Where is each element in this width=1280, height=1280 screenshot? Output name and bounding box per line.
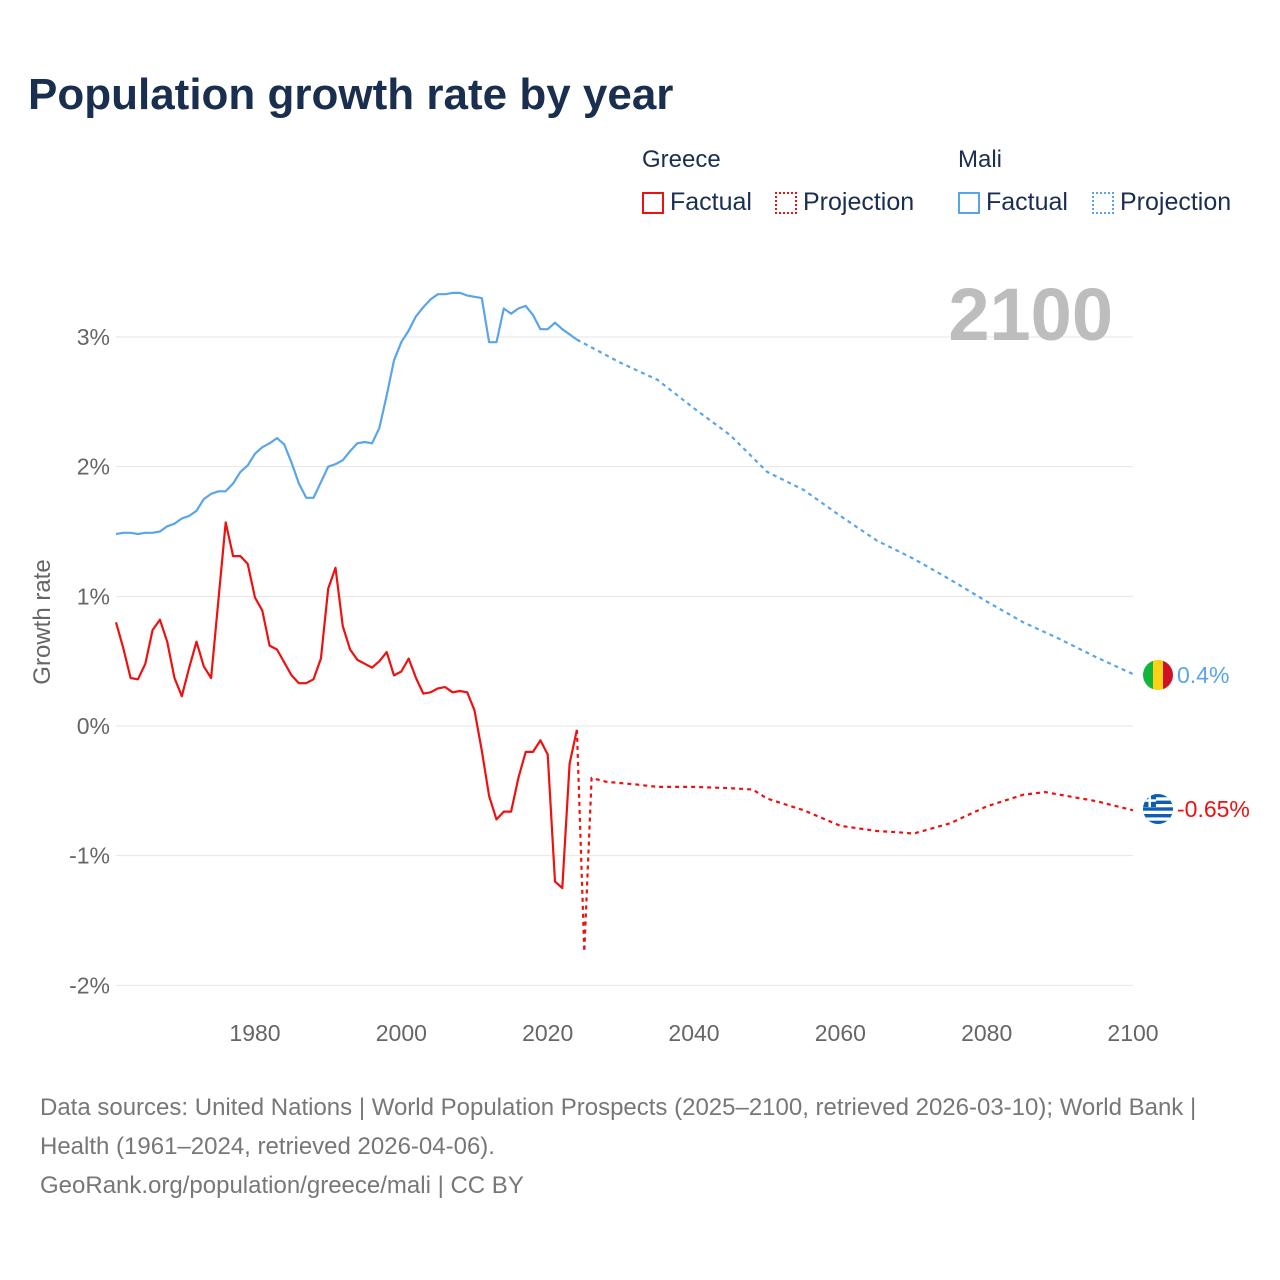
legend-swatch-dotted-icon [775,191,797,214]
x-tick-label: 2020 [522,1020,573,1046]
mali-factual-line [115,291,578,536]
greece-factual-line [114,521,578,890]
legend-group-greece: Greece [642,146,721,173]
footer: Data sources: United Nations | World Pop… [40,1088,1240,1205]
mali-projection-line [576,338,1134,676]
legend-swatch-solid-icon [642,191,664,214]
legend-mali-factual[interactable]: Factual [958,188,1068,217]
source-link[interactable]: GeoRank.org/population/greece/mali | CC … [40,1172,524,1199]
x-tick-label: 2060 [815,1020,866,1046]
mali-end-label: 0.4% [1177,662,1229,688]
x-tick-label: 1980 [229,1020,280,1046]
legend-label: Factual [986,188,1068,216]
legend-label: Projection [803,188,915,216]
y-tick-label: -1% [69,843,110,869]
data-sources: Data sources: United Nations | World Pop… [40,1094,1197,1160]
y-axis-label: Growth rate [29,559,56,684]
x-tick-label: 2040 [668,1020,719,1046]
y-tick-label: 1% [77,583,110,609]
y-tick-label: 3% [77,324,110,350]
legend-label: Factual [670,188,752,216]
legend-swatch-solid-icon [958,191,980,214]
legend-greece-projection[interactable]: Projection [775,188,914,217]
x-tick-label: 2100 [1107,1020,1158,1046]
legend-greece-factual[interactable]: Factual [642,188,752,217]
x-tick-label: 2000 [376,1020,427,1046]
y-tick-label: 0% [77,713,110,739]
current-year-label: 2100 [948,273,1113,356]
greece-end-label: -0.65% [1177,796,1250,822]
x-tick-label: 2080 [961,1020,1012,1046]
mali-flag-icon [1143,660,1173,690]
legend-group-mali: Mali [958,146,1003,173]
page-title: Population growth rate by year [28,70,674,119]
y-tick-label: 2% [77,454,110,480]
greece-projection-line [575,729,1134,953]
legend-label: Projection [1120,188,1232,216]
legend-swatch-dotted-icon [1092,191,1114,214]
greece-flag-icon [1143,794,1173,824]
legend-mali-projection[interactable]: Projection [1092,188,1231,217]
y-tick-label: -2% [69,972,110,998]
